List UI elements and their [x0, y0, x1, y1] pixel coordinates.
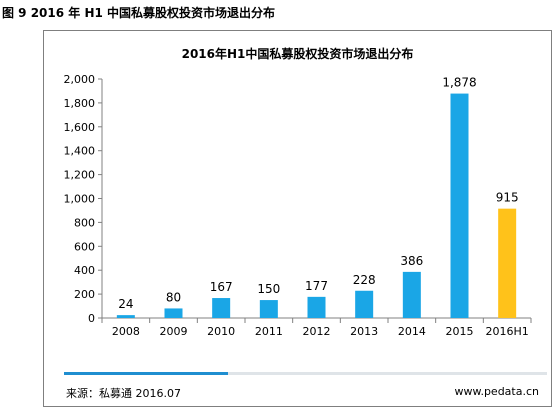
y-tick-label: 2,000	[64, 73, 96, 86]
bar	[212, 298, 231, 318]
x-tick-label: 2010	[207, 325, 235, 338]
bar	[355, 290, 374, 318]
data-label: 386	[400, 254, 423, 268]
y-tick-label: 1,200	[64, 169, 96, 182]
y-tick-label: 1,000	[64, 193, 96, 206]
y-tick-label: 1,400	[64, 145, 96, 158]
data-label: 80	[166, 290, 181, 304]
progress-track	[64, 372, 547, 375]
x-tick-label: 2008	[112, 325, 140, 338]
bar	[450, 93, 469, 318]
bar	[116, 315, 135, 318]
data-label: 915	[496, 191, 519, 205]
bar	[307, 296, 326, 318]
bar	[498, 208, 517, 318]
x-tick-label: 2014	[398, 325, 426, 338]
y-tick-label: 200	[74, 288, 95, 301]
x-tick-label: 2012	[303, 325, 331, 338]
x-tick-label: 2016H1	[486, 325, 529, 338]
bar	[259, 300, 278, 318]
bar	[164, 308, 183, 318]
source-note: 来源：私募通 2016.07	[66, 387, 181, 400]
x-tick-label: 2013	[350, 325, 378, 338]
x-tick-label: 2015	[446, 325, 474, 338]
data-label: 228	[353, 273, 376, 287]
chart-title: 2016年H1中国私募股权投资市场退出分布	[181, 47, 414, 61]
x-tick-label: 2011	[255, 325, 283, 338]
data-label: 167	[210, 280, 233, 294]
data-label: 177	[305, 279, 328, 293]
figure-caption: 图 9 2016 年 H1 中国私募股权投资市场退出分布	[2, 6, 276, 20]
x-tick-label: 2009	[160, 325, 188, 338]
source-url: www.pedata.cn	[454, 385, 539, 398]
bar-chart: 0 200 400 600 800 1,000 1,200 1,400 1,600 1,800 2,…	[64, 73, 532, 338]
data-label: 1,878	[442, 76, 476, 90]
y-tick-label: 1,800	[64, 97, 96, 110]
y-tick-label: 1,600	[64, 121, 96, 134]
bar	[402, 271, 421, 318]
data-label: 24	[118, 297, 133, 311]
chart-frame: 2016年H1中国私募股权投资市场退出分布 0 200 400 600 800 1,000…	[43, 30, 552, 407]
progress-fill	[64, 372, 229, 375]
data-label: 150	[257, 282, 280, 296]
y-tick-label: 800	[74, 216, 95, 229]
y-tick-label: 400	[74, 264, 95, 277]
y-tick-label: 0	[88, 312, 95, 325]
y-tick-label: 600	[74, 240, 95, 253]
